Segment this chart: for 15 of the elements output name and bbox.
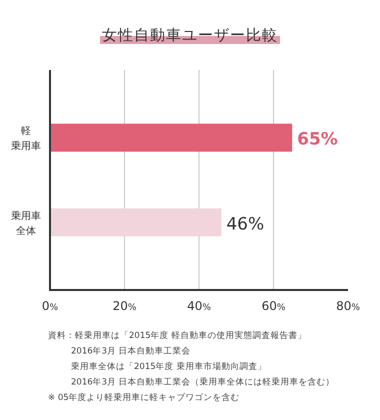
y-tick-label: 乗用車全体: [11, 210, 41, 237]
text: 資料：軽乗用車は「2015年度 軽自動車の使用実態調査報告書」: [48, 330, 306, 341]
text: 2016年3月 日本自動車工業会: [71, 346, 191, 356]
text: 2016年3月 日本自動車工業会（乗用車全体には軽乗用車を含む）: [71, 376, 335, 388]
x-tick-label: 40%: [187, 299, 212, 313]
data-label: 65%: [297, 130, 338, 150]
x-tick-label: 80%: [336, 299, 360, 313]
x-tick-label: 0%: [42, 299, 59, 313]
text: ※ 05年度より軽乗用車に軽キャブワゴンを含む: [48, 392, 240, 403]
text: 乗用車全体は「2015年度 乗用車市場動向調査」: [71, 361, 266, 372]
x-tick-label: 20%: [112, 299, 137, 313]
y-tick-label: 軽乗用車: [11, 126, 41, 152]
x-tick-label: 60%: [262, 299, 286, 313]
data-label: 46%: [226, 214, 264, 234]
chart-title: 女性自動車ユーザー比較: [102, 26, 278, 44]
